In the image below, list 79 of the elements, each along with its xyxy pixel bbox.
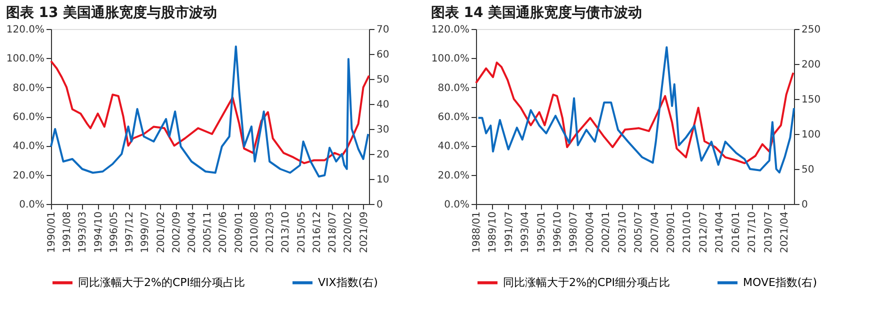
y2-tick-label: 20 xyxy=(376,150,390,160)
x-tick-label: 1996/10 xyxy=(552,212,564,254)
y-tick-label: 0.0% xyxy=(19,200,44,210)
y2-tick-label: 40 xyxy=(376,100,390,110)
x-tick-label: 2007/04 xyxy=(650,212,661,254)
x-tick-label: 2001/02 xyxy=(156,212,167,254)
x-tick-label: 2017/10 xyxy=(747,212,758,254)
y-tick-label: 80.0% xyxy=(438,82,470,94)
y-tick-label: 120.0% xyxy=(431,24,470,36)
x-tick-label: 2016/12 xyxy=(312,212,323,254)
x-tick-label: 2015/05 xyxy=(296,212,308,254)
x-tick-label: 2018/07 xyxy=(328,212,339,254)
legend-label: 同比涨幅大于2%的CPI细分项占比 xyxy=(78,276,246,289)
x-tick-label: 2002/09 xyxy=(171,212,182,254)
y-tick-label: 80.0% xyxy=(12,82,44,94)
x-tick-label: 2005/11 xyxy=(202,212,214,254)
x-tick-label: 2020/02 xyxy=(343,212,354,254)
x-tick-label: 2005/07 xyxy=(634,212,645,254)
x-tick-label: 1989/10 xyxy=(488,212,499,254)
y2-tick-label: 0 xyxy=(802,200,808,210)
x-tick-label: 1991/07 xyxy=(504,212,515,254)
y2-tick-label: 200 xyxy=(802,60,821,70)
x-tick-label: 1998/07 xyxy=(568,212,580,254)
y2-tick-label: 10 xyxy=(376,174,390,186)
y-tick-label: 60.0% xyxy=(12,112,44,123)
x-tick-label: 2000/04 xyxy=(584,212,596,254)
y-tick-label: 0.0% xyxy=(444,200,470,210)
y-tick-label: 20.0% xyxy=(12,170,44,182)
x-tick-label: 2002/01 xyxy=(601,212,612,254)
x-tick-label: 2013/10 xyxy=(280,212,292,254)
x-tick-label: 1991/08 xyxy=(62,212,74,254)
x-tick-label: 1993/04 xyxy=(520,212,532,254)
y2-tick-label: 50 xyxy=(376,74,390,86)
x-tick-label: 1994/10 xyxy=(93,212,104,254)
y2-tick-label: 150 xyxy=(802,94,821,106)
y2-tick-label: 70 xyxy=(376,24,390,36)
legend-label: MOVE指数(右) xyxy=(743,276,818,289)
line-series xyxy=(50,60,370,164)
line-series xyxy=(475,62,794,164)
x-tick-label: 2009/01 xyxy=(666,212,678,254)
x-tick-label: 2010/08 xyxy=(249,212,260,254)
x-tick-label: 2012/03 xyxy=(265,212,276,254)
x-tick-label: 1990/01 xyxy=(46,212,58,254)
y2-tick-label: 250 xyxy=(802,24,821,36)
chart-title: 图表 14 美国通胀宽度与债市波动 xyxy=(430,4,642,21)
y-tick-label: 100.0% xyxy=(6,54,44,65)
legend-label: 同比涨幅大于2%的CPI细分项占比 xyxy=(503,276,670,289)
x-tick-label: 1995/01 xyxy=(536,212,548,254)
chart-title: 图表 13 美国通胀宽度与股市波动 xyxy=(6,4,218,21)
x-tick-label: 2012/07 xyxy=(698,212,710,254)
y-tick-label: 20.0% xyxy=(438,170,470,182)
y2-tick-label: 0 xyxy=(376,200,383,210)
y-tick-label: 100.0% xyxy=(431,54,470,65)
x-tick-label: 2019/07 xyxy=(763,212,774,254)
x-tick-label: 1996/05 xyxy=(108,212,120,254)
x-tick-label: 2016/01 xyxy=(730,212,742,254)
x-tick-label: 1993/03 xyxy=(78,212,89,254)
y2-tick-label: 100 xyxy=(802,130,821,140)
x-tick-label: 2021/04 xyxy=(779,212,790,254)
x-tick-label: 2014/04 xyxy=(714,212,726,254)
x-tick-label: 1988/01 xyxy=(472,212,482,254)
x-tick-label: 1999/07 xyxy=(140,212,152,254)
x-tick-label: 2021/09 xyxy=(358,212,370,254)
line-series xyxy=(477,46,795,174)
x-tick-label: 2010/10 xyxy=(682,212,694,254)
y2-tick-label: 60 xyxy=(376,50,390,60)
x-tick-label: 2007/06 xyxy=(218,212,230,254)
x-tick-label: 2003/10 xyxy=(617,212,628,254)
x-tick-label: 2004/04 xyxy=(187,212,198,254)
x-tick-label: 2009/01 xyxy=(234,212,245,254)
y-tick-label: 60.0% xyxy=(438,112,470,123)
y-tick-label: 120.0% xyxy=(6,24,44,36)
y-tick-label: 40.0% xyxy=(438,141,470,152)
x-tick-label: 1997/12 xyxy=(124,212,136,254)
line-series xyxy=(50,46,370,178)
legend-label: VIX指数(右) xyxy=(318,276,378,289)
y2-tick-label: 50 xyxy=(802,164,814,176)
y2-tick-label: 30 xyxy=(376,124,390,136)
y-tick-label: 40.0% xyxy=(12,141,44,152)
